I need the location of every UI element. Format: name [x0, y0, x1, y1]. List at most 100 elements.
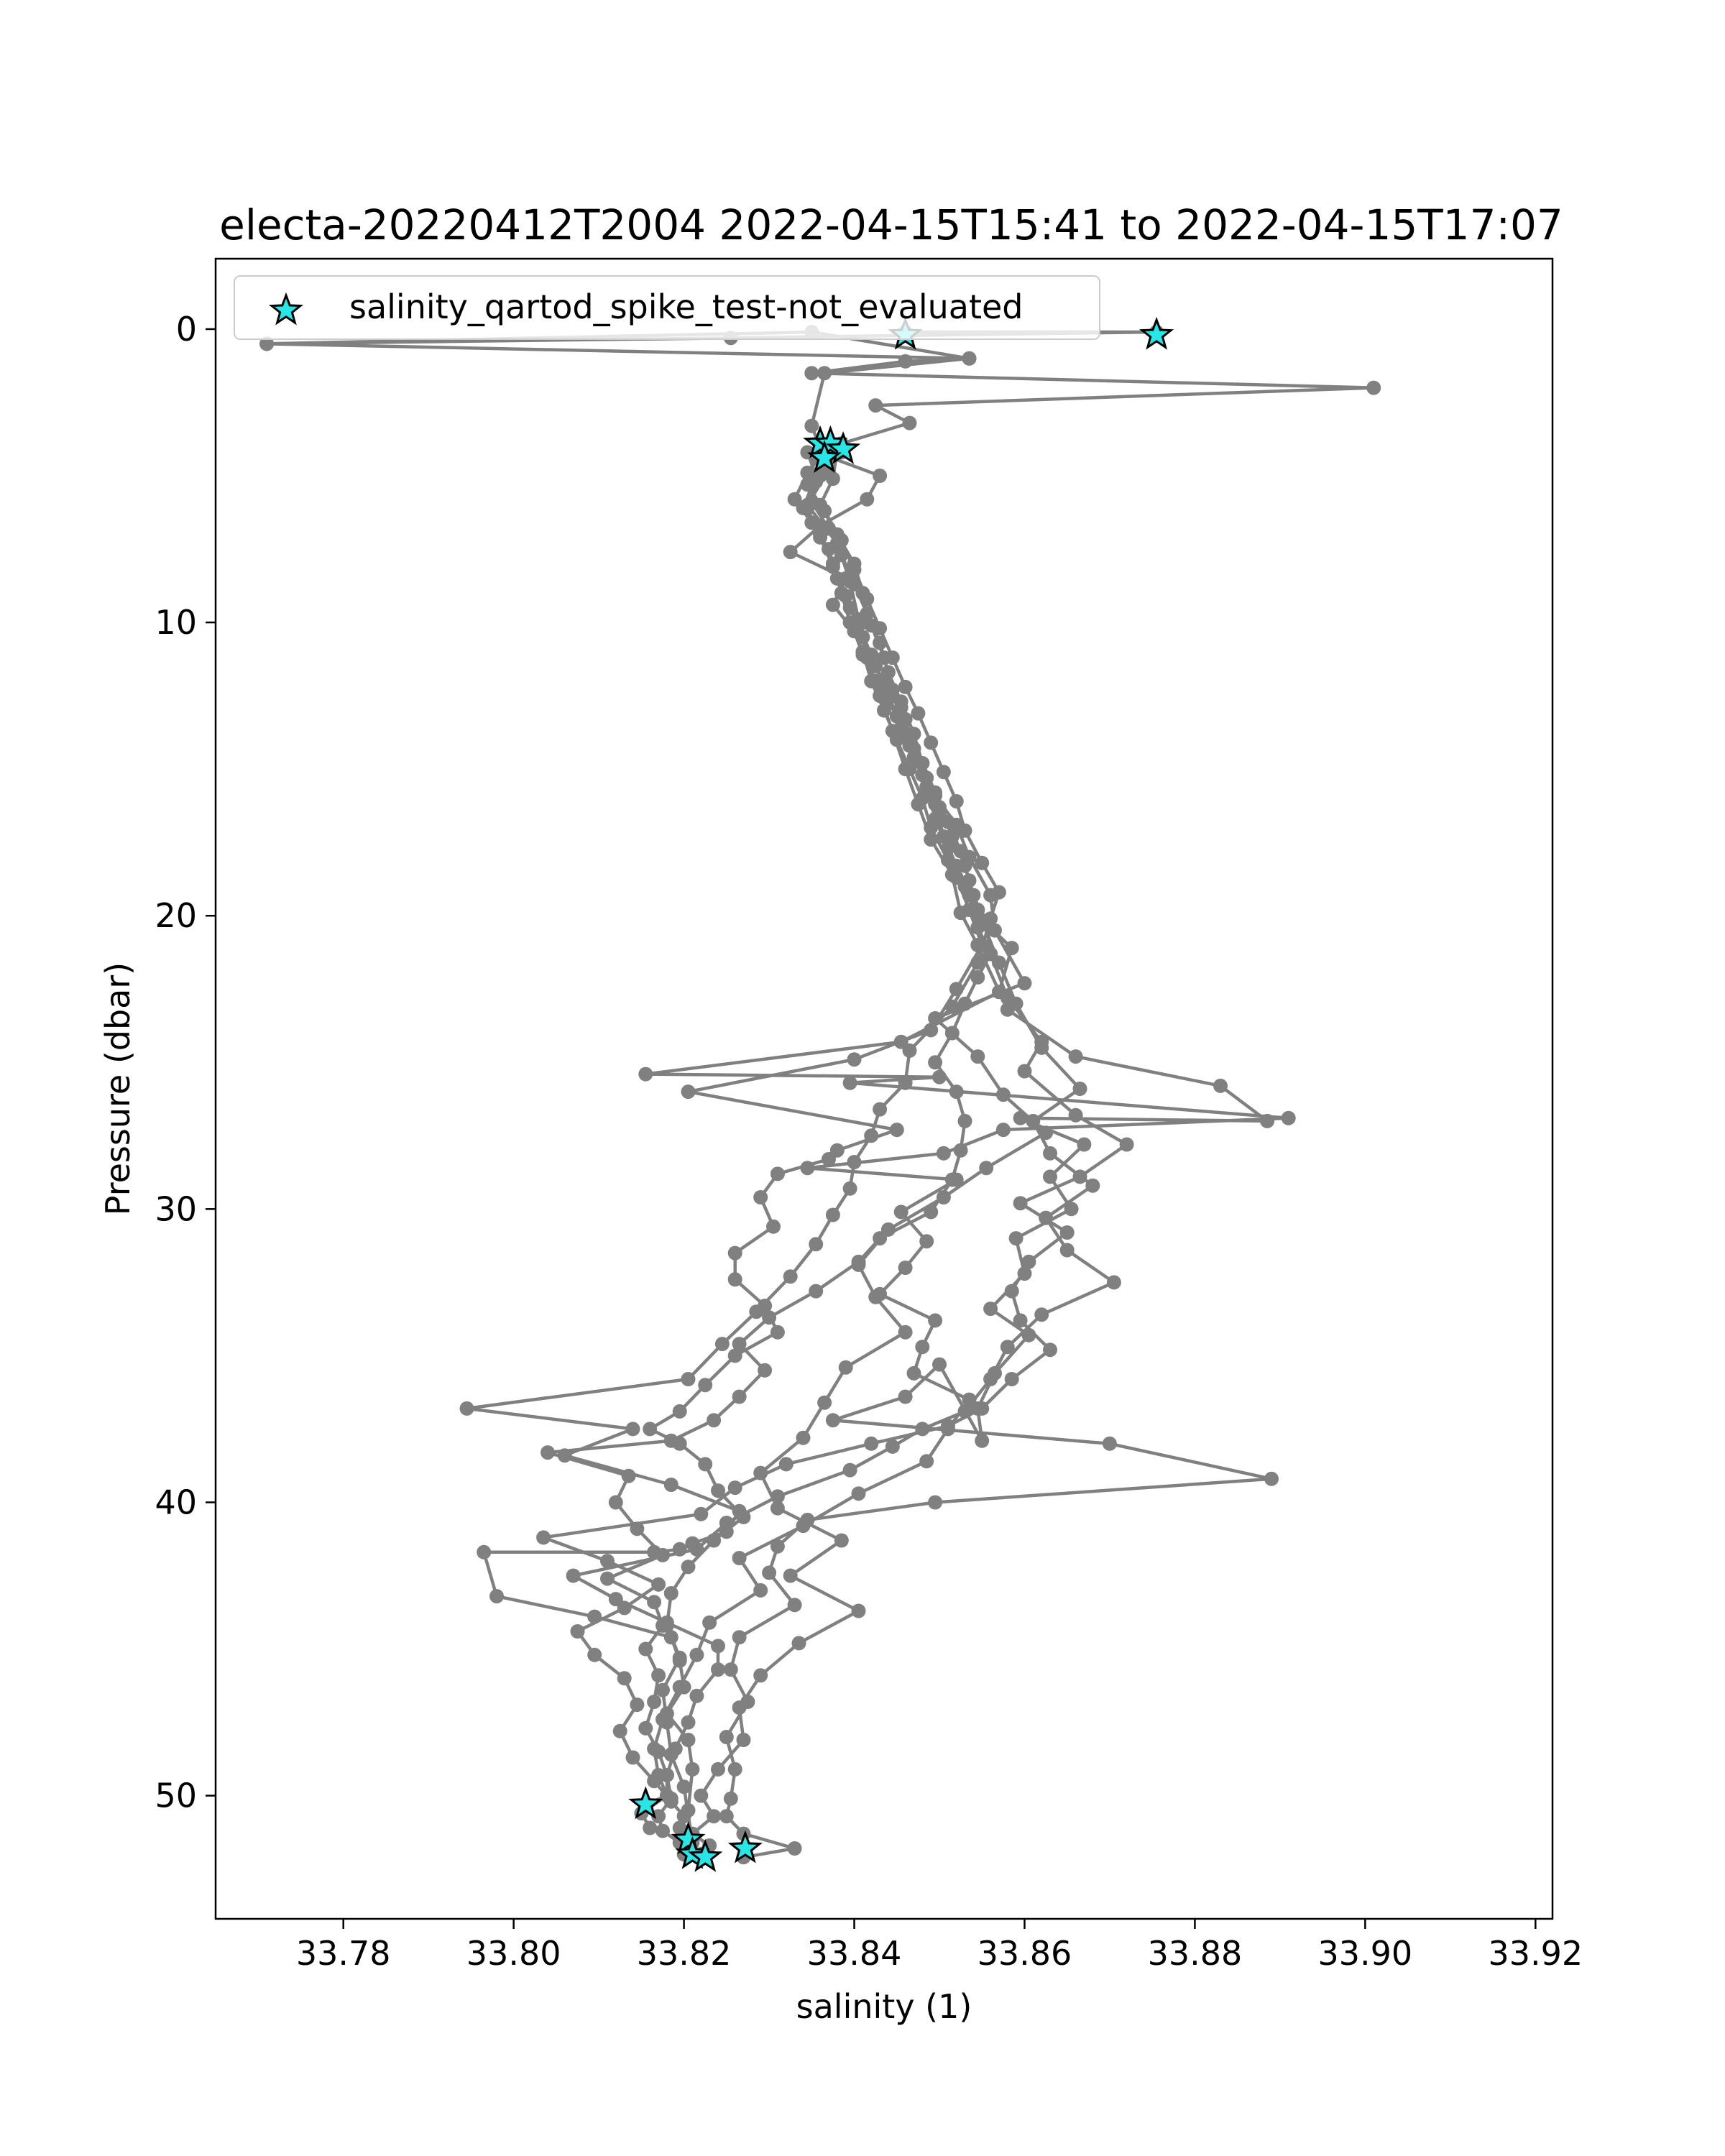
plot-area [214, 257, 1554, 1920]
profile-point [711, 1483, 725, 1498]
profile-point [1004, 1284, 1019, 1299]
series-layer [259, 325, 1381, 1865]
profile-line [541, 448, 1128, 1829]
profile-point [813, 469, 828, 483]
profile-line [546, 454, 993, 1806]
profile-point [842, 1075, 857, 1090]
profile-point [676, 1680, 691, 1695]
profile-point [787, 492, 802, 507]
profile-point [1004, 1372, 1019, 1386]
profile-point [663, 1478, 678, 1492]
profile-point [672, 1542, 687, 1557]
profile-point [919, 1454, 934, 1469]
profile-point [787, 1841, 802, 1856]
profile-point [719, 1730, 734, 1744]
profile-point [893, 694, 908, 709]
profile-point [612, 1723, 627, 1738]
profile-series [259, 325, 1279, 1865]
profile-point [864, 648, 879, 662]
profile-point [1366, 380, 1381, 395]
y-tick-label: 0 [176, 310, 197, 349]
profile-point [608, 1495, 623, 1510]
profile-point [707, 1413, 722, 1428]
profile-point [663, 1791, 678, 1806]
profile-point [906, 727, 921, 742]
profile-point [770, 1539, 785, 1554]
profile-point [672, 1653, 687, 1668]
profile-point [587, 1609, 602, 1624]
profile-point [817, 1395, 832, 1410]
profile-point [681, 1803, 696, 1818]
profile-point [962, 873, 977, 888]
profile-point [1064, 1202, 1079, 1217]
profile-point [638, 1720, 653, 1736]
profile-point [898, 1075, 913, 1090]
profile-point [970, 955, 985, 970]
profile-line [267, 330, 1274, 1859]
profile-point [975, 855, 990, 870]
profile-point [732, 1503, 747, 1519]
profile-series [634, 445, 1296, 1835]
profile-point [702, 1615, 717, 1630]
profile-point [924, 1204, 939, 1220]
profile-point [817, 366, 832, 381]
profile-point [1102, 1436, 1117, 1451]
profile-point [694, 1506, 709, 1521]
profile-point [1264, 1471, 1279, 1486]
profile-point [659, 1706, 674, 1721]
profile-point [949, 1084, 964, 1100]
y-tick-label: 50 [155, 1777, 197, 1815]
profile-point [723, 1791, 738, 1806]
profile-point [864, 673, 879, 688]
profile-point [1013, 1196, 1028, 1211]
profile-point [617, 1671, 632, 1686]
profile-point [957, 1113, 972, 1128]
profile-point [1068, 1107, 1083, 1123]
profile-point [953, 844, 968, 859]
profile-point [1077, 1137, 1092, 1152]
profile-point [714, 1337, 730, 1352]
profile-point [1013, 1110, 1028, 1125]
profile-line [640, 451, 1290, 1829]
profile-point [804, 366, 819, 381]
profile-point [873, 469, 888, 483]
x-tick-label: 33.84 [807, 1934, 902, 1973]
profile-point [928, 1055, 943, 1070]
profile-point [711, 1662, 725, 1677]
profile-point [732, 1630, 747, 1645]
profile-point [672, 1404, 687, 1419]
profile-point [838, 1360, 853, 1375]
profile-point [1281, 1110, 1296, 1125]
profile-point [880, 665, 896, 680]
profile-point [847, 1052, 862, 1067]
flagged-star-point [807, 440, 842, 473]
profile-series [459, 451, 1006, 1818]
profile-point [719, 1809, 734, 1824]
profile-line [264, 330, 1376, 1856]
profile-point [860, 492, 875, 507]
profile-point [940, 1419, 955, 1434]
profile-point [885, 650, 900, 665]
x-tick-label: 33.82 [637, 1934, 732, 1973]
profile-point [727, 1480, 742, 1496]
profile-point [957, 996, 972, 1011]
profile-point [864, 1436, 879, 1451]
profile-point [822, 1152, 836, 1166]
profile-point [600, 1554, 615, 1569]
profile-point [809, 1284, 824, 1299]
profile-point [800, 477, 815, 492]
profile-point [957, 1404, 972, 1419]
profile-point [851, 1486, 866, 1501]
profile-point [681, 1715, 696, 1730]
profile-point [647, 1544, 662, 1560]
profile-point [915, 756, 930, 770]
profile-point [932, 1357, 947, 1372]
profile-point [762, 1310, 777, 1325]
profile-point [689, 1688, 704, 1703]
profile-point [936, 765, 951, 780]
profile-point [898, 1389, 913, 1404]
profile-point [1008, 1231, 1024, 1246]
profile-point [651, 1744, 666, 1759]
chart-title: electa-20220412T2004 2022-04-15T15:41 to… [219, 201, 1563, 249]
profile-point [651, 1809, 666, 1824]
